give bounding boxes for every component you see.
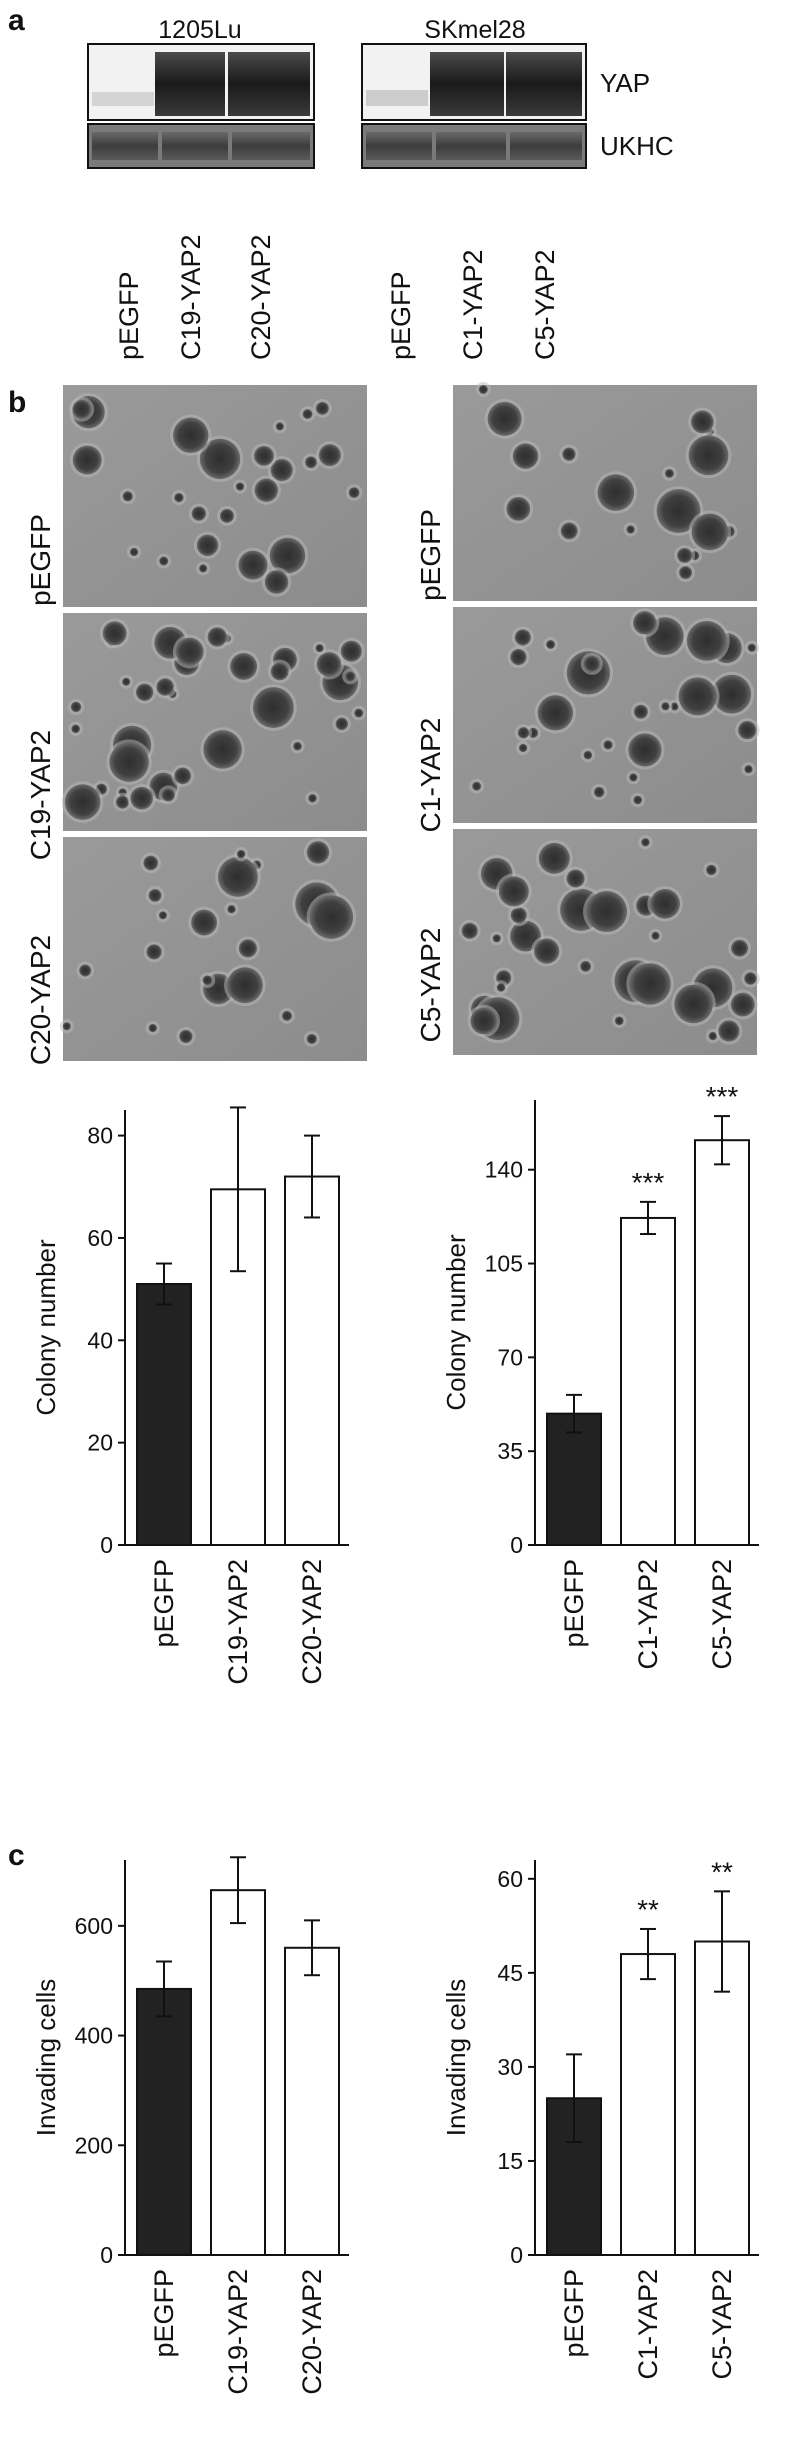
y-axis-label: Invading cells — [31, 1979, 61, 2137]
y-tick-label: 70 — [497, 1344, 523, 1370]
bar-chart: 0 200 400 600 Invading cells pEGFP C19-YAP2 C20… — [31, 1856, 349, 2395]
blot-yap-right — [361, 43, 587, 121]
y-tick-label: 45 — [497, 1960, 523, 1986]
micrograph-image — [61, 611, 369, 833]
bar — [694, 1139, 750, 1546]
category-label: C20-YAP2 — [297, 2269, 327, 2395]
lane-label: C1-YAP2 — [458, 249, 488, 360]
bar — [620, 1953, 676, 2256]
y-tick-label: 80 — [87, 1123, 113, 1149]
bar-charts: 0 20 40 60 80 Colony number pEGFP C19-YAP2 C20-Y… — [31, 1081, 759, 2395]
cell-line-1205lu: 1205Lu — [158, 16, 241, 44]
y-tick-label: 105 — [485, 1251, 523, 1277]
y-tick-label: 15 — [497, 2148, 523, 2174]
y-tick-label: 35 — [497, 1438, 523, 1464]
significance-label: *** — [632, 1167, 665, 1198]
category-label: C19-YAP2 — [223, 1559, 253, 1685]
micrograph-image — [451, 827, 760, 1057]
bar — [284, 1946, 340, 2257]
blot-ukhc-right — [361, 123, 587, 169]
category-label: C1-YAP2 — [633, 1559, 663, 1670]
panel-label-c: c — [8, 1839, 25, 1872]
lane-label: C5-YAP2 — [530, 249, 560, 360]
significance-label: *** — [706, 1081, 739, 1112]
image-label: C5-YAP2 — [415, 928, 446, 1043]
y-axis-label: Colony number — [31, 1239, 61, 1416]
y-axis-label: Invading cells — [441, 1979, 471, 2137]
blot-yap-left — [87, 43, 315, 121]
significance-label: ** — [711, 1856, 733, 1887]
y-tick-label: 0 — [510, 1532, 523, 1558]
blot-label-ukhc: UKHC — [600, 131, 674, 161]
lane-label: pEGFP — [386, 271, 416, 360]
bar — [136, 1283, 192, 1546]
category-label: pEGFP — [149, 1559, 179, 1648]
y-tick-label: 0 — [100, 2242, 113, 2268]
category-label: pEGFP — [559, 2269, 589, 2358]
y-tick-label: 60 — [497, 1866, 523, 1892]
micrographs-left — [59, 383, 369, 1063]
image-label: pEGFP — [415, 509, 446, 601]
blot-ukhc-left — [87, 123, 315, 169]
y-tick-label: 60 — [87, 1225, 113, 1251]
micrograph-image — [451, 381, 759, 603]
category-label: pEGFP — [149, 2269, 179, 2358]
lane-label: pEGFP — [114, 271, 144, 360]
y-tick-label: 0 — [510, 2242, 523, 2268]
category-label: C19-YAP2 — [223, 2269, 253, 2395]
significance-label: ** — [637, 1894, 659, 1925]
category-label: C1-YAP2 — [633, 2269, 663, 2380]
bar — [620, 1216, 676, 1546]
blot-label-yap: YAP — [600, 68, 650, 98]
bar — [694, 1940, 750, 2256]
image-label: C20-YAP2 — [25, 935, 56, 1065]
lane-label: C19-YAP2 — [176, 234, 206, 360]
micrograph-image — [61, 383, 369, 609]
lane-label: C20-YAP2 — [246, 234, 276, 360]
category-label: C20-YAP2 — [297, 1559, 327, 1685]
image-label: pEGFP — [25, 514, 56, 606]
bar — [136, 1987, 192, 2256]
bar — [546, 1412, 602, 1546]
panel-label-b: b — [8, 386, 26, 419]
y-tick-label: 600 — [75, 1913, 113, 1939]
category-label: pEGFP — [559, 1559, 589, 1648]
y-tick-label: 40 — [87, 1327, 113, 1353]
y-tick-label: 400 — [75, 2023, 113, 2049]
bar-chart: 0 20 40 60 80 Colony number pEGFP C19-YAP2 C20-Y… — [31, 1106, 349, 1685]
y-axis-label: Colony number — [441, 1234, 471, 1411]
y-tick-label: 200 — [75, 2132, 113, 2158]
bar-chart: 0 15 30 45 60 Invading cells pEGFP ** C1-YAP2 ** C… — [441, 1856, 759, 2380]
y-tick-label: 30 — [497, 2054, 523, 2080]
bar — [210, 1889, 266, 2256]
y-tick-label: 20 — [87, 1430, 113, 1456]
cell-line-skmel28: SKmel28 — [424, 16, 525, 44]
bar — [284, 1175, 340, 1546]
image-label: C1-YAP2 — [415, 718, 446, 833]
micrograph-image — [59, 835, 369, 1063]
panel-label-a: a — [8, 4, 25, 37]
micrographs-right — [451, 381, 760, 1057]
y-tick-label: 0 — [100, 1532, 113, 1558]
category-label: C5-YAP2 — [707, 1559, 737, 1670]
micrograph-image — [451, 605, 760, 825]
y-tick-label: 140 — [485, 1157, 523, 1183]
category-label: C5-YAP2 — [707, 2269, 737, 2380]
image-label: C19-YAP2 — [25, 730, 56, 860]
bar-chart: 0 35 70 105 140 Colony number pEGFP *** C1-YAP2 *… — [441, 1081, 759, 1670]
